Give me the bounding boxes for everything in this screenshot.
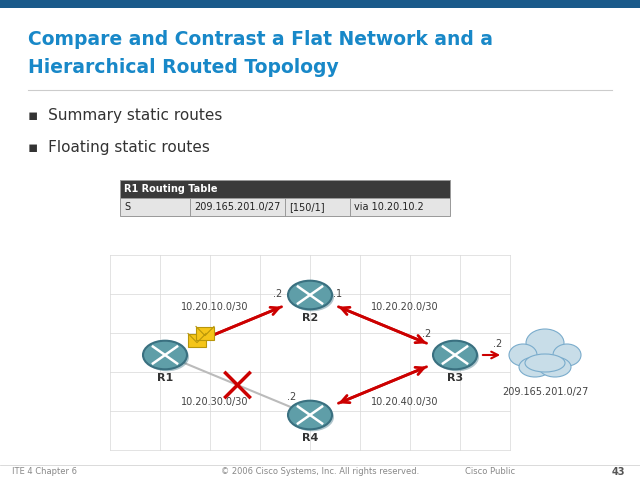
Ellipse shape xyxy=(433,341,477,369)
Text: .2: .2 xyxy=(273,289,283,299)
Text: S: S xyxy=(124,202,130,212)
Bar xyxy=(188,334,206,347)
Text: Hierarchical Routed Topology: Hierarchical Routed Topology xyxy=(28,58,339,77)
Text: .2: .2 xyxy=(422,329,431,339)
Ellipse shape xyxy=(509,344,537,366)
Ellipse shape xyxy=(539,357,571,377)
Text: 209.165.201.0/27: 209.165.201.0/27 xyxy=(194,202,280,212)
Text: 10.20.40.0/30: 10.20.40.0/30 xyxy=(371,397,439,407)
Text: .2: .2 xyxy=(493,339,502,349)
Text: R3: R3 xyxy=(447,372,463,383)
Bar xyxy=(0,0,640,8)
Text: ▪  Summary static routes: ▪ Summary static routes xyxy=(28,108,222,123)
Bar xyxy=(196,326,214,339)
Text: .2: .2 xyxy=(287,392,296,402)
Ellipse shape xyxy=(288,281,332,309)
Ellipse shape xyxy=(143,341,187,369)
Text: [150/1]: [150/1] xyxy=(289,202,324,212)
Ellipse shape xyxy=(145,343,189,372)
Text: ITE 4 Chapter 6: ITE 4 Chapter 6 xyxy=(12,468,77,477)
Text: © 2006 Cisco Systems, Inc. All rights reserved.: © 2006 Cisco Systems, Inc. All rights re… xyxy=(221,468,419,477)
Text: .1: .1 xyxy=(333,289,342,299)
Text: ▪  Floating static routes: ▪ Floating static routes xyxy=(28,140,210,155)
Text: 10.20.20.0/30: 10.20.20.0/30 xyxy=(371,302,439,312)
Ellipse shape xyxy=(288,401,332,429)
Text: R2: R2 xyxy=(302,312,318,323)
Ellipse shape xyxy=(526,329,564,357)
Ellipse shape xyxy=(525,354,565,372)
Ellipse shape xyxy=(519,357,551,377)
Bar xyxy=(120,180,450,198)
Ellipse shape xyxy=(435,343,479,372)
Text: 10.20.10.0/30: 10.20.10.0/30 xyxy=(181,302,249,312)
Text: 43: 43 xyxy=(611,467,625,477)
Text: R1: R1 xyxy=(157,372,173,383)
Ellipse shape xyxy=(553,344,581,366)
Ellipse shape xyxy=(290,403,334,432)
Text: Cisco Public: Cisco Public xyxy=(465,468,515,477)
Bar xyxy=(120,198,450,216)
Text: Compare and Contrast a Flat Network and a: Compare and Contrast a Flat Network and … xyxy=(28,30,493,49)
Ellipse shape xyxy=(290,283,334,312)
Text: R4: R4 xyxy=(302,432,318,443)
Text: via 10.20.10.2: via 10.20.10.2 xyxy=(354,202,424,212)
Text: 10.20.30.0/30: 10.20.30.0/30 xyxy=(181,397,249,407)
Text: R1 Routing Table: R1 Routing Table xyxy=(124,184,218,194)
Text: 209.165.201.0/27: 209.165.201.0/27 xyxy=(502,387,588,397)
